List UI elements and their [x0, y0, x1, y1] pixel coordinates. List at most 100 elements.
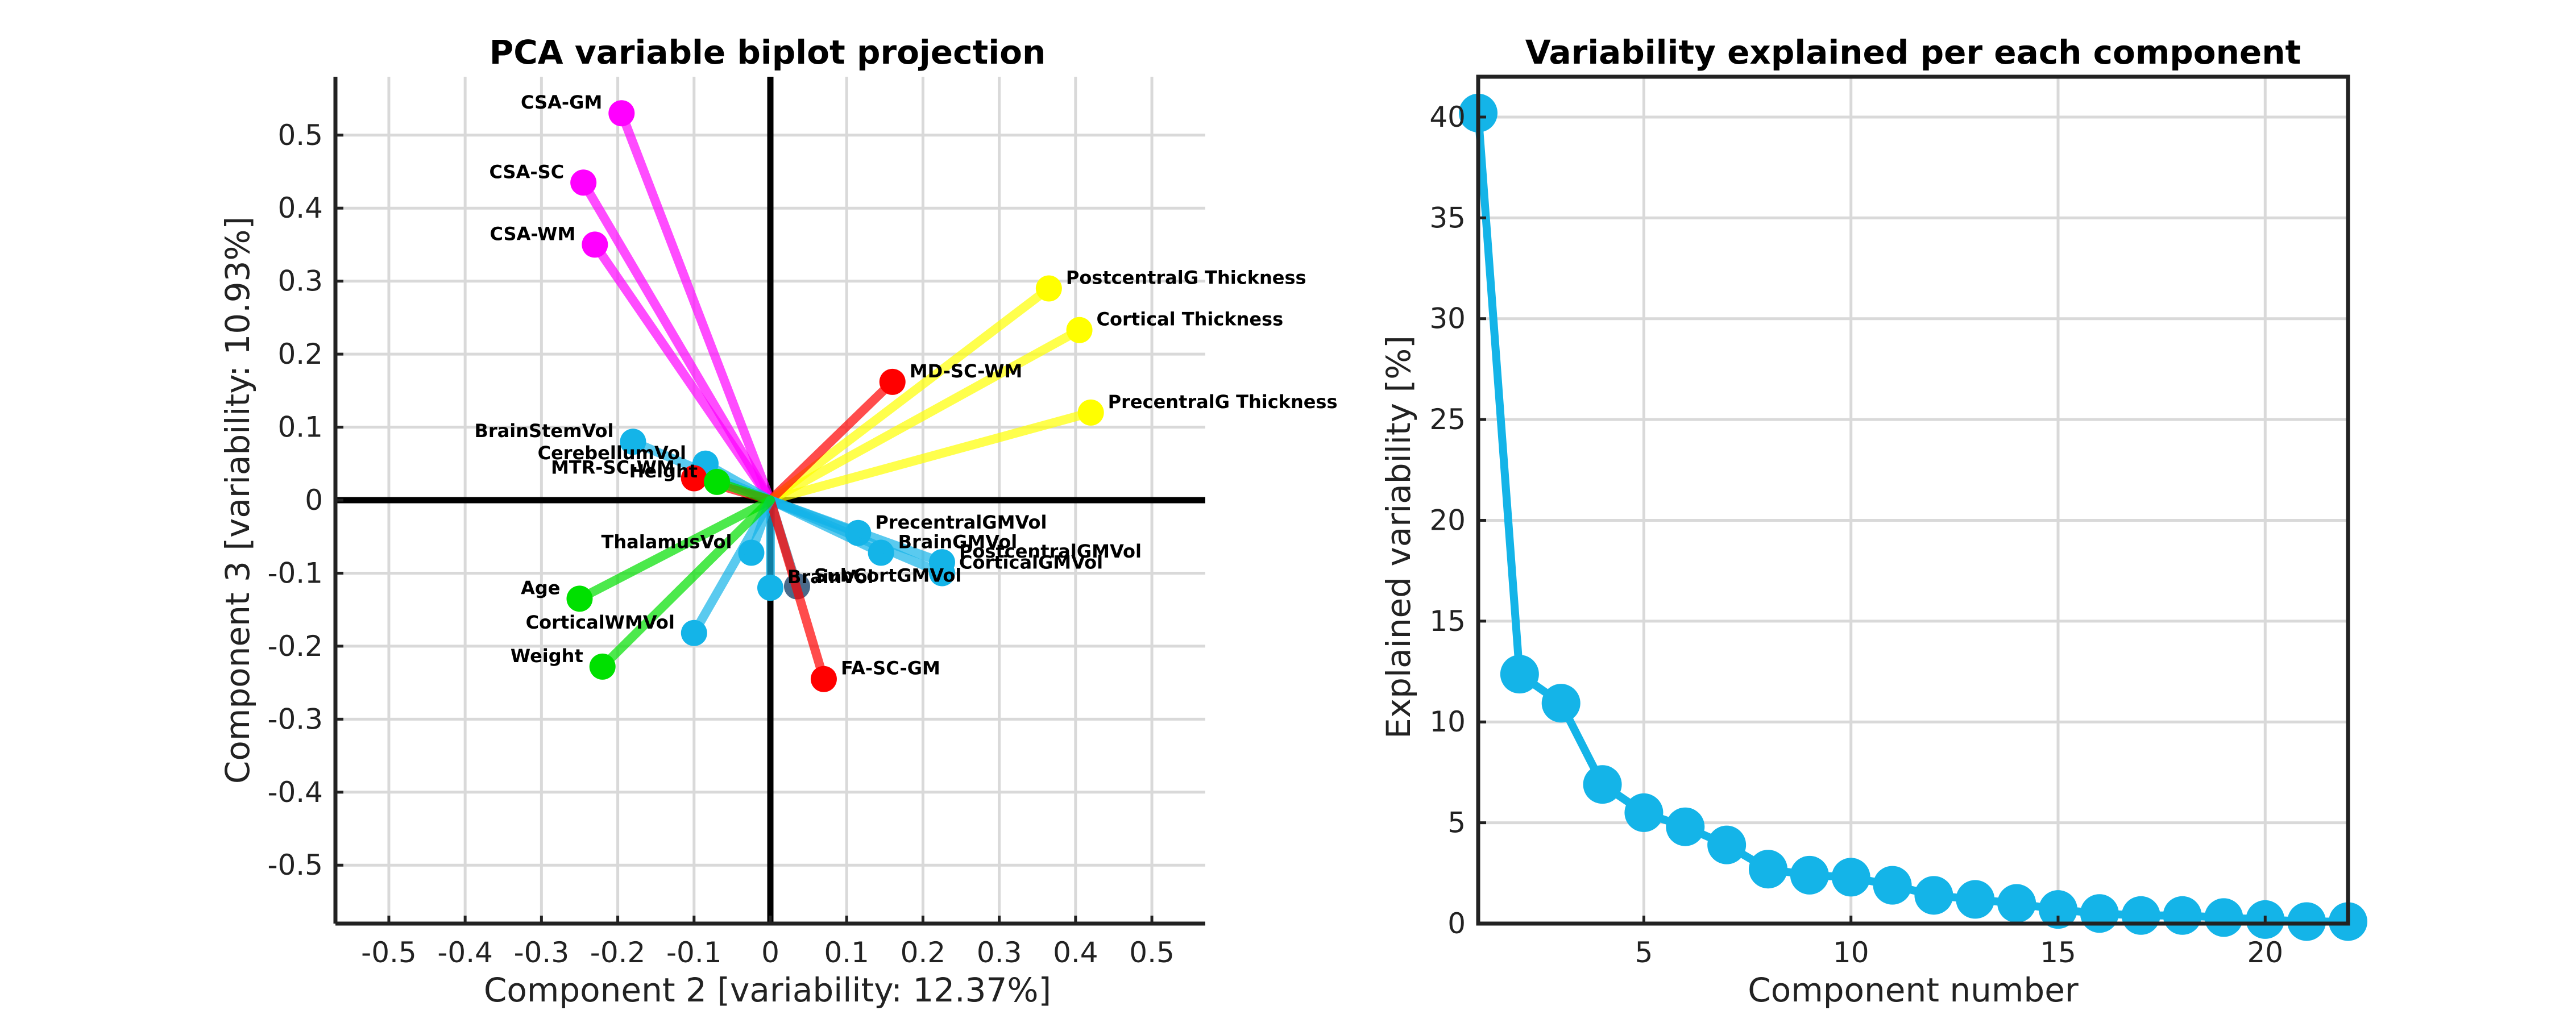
biplot-vector-point	[704, 468, 731, 495]
biplot-x-tick-label: 0.3	[977, 936, 1022, 969]
scree-point	[2287, 902, 2326, 941]
biplot-variable-label: CorticalWMVol	[526, 612, 675, 633]
biplot-x-tick-label: -0.5	[361, 936, 417, 969]
scree-point	[2163, 896, 2202, 935]
biplot-title: PCA variable biplot projection	[490, 33, 1046, 72]
biplot-y-tick-label: 0	[305, 484, 323, 517]
biplot-variable-label: MTR-SC-WM	[551, 456, 675, 478]
biplot-vector-point	[608, 100, 635, 127]
scree-panel: 5 10 15 20 0 5 10 15 20 25 30 35 40 Variability exp…	[1379, 33, 2367, 1009]
biplot-x-tick-label: -0.1	[666, 936, 722, 969]
biplot-vector-point	[681, 620, 707, 646]
scree-series-line	[1474, 113, 2348, 926]
scree-y-tick-label: 0	[1447, 907, 1466, 940]
scree-y-tick-labels: 0 5 10 15 20 25 30 35 40	[1429, 101, 1466, 940]
biplot-variable-label: BrainStemVol	[475, 420, 614, 442]
scree-point	[1749, 850, 1787, 889]
scree-point	[1541, 684, 1581, 723]
biplot-variable-label: Height	[629, 460, 698, 482]
biplot-vectors	[566, 100, 1104, 692]
scree-y-tick-label: 35	[1429, 201, 1466, 234]
biplot-vector-point	[1035, 275, 1062, 302]
scree-point	[1997, 884, 2036, 923]
biplot-axes-frame	[333, 77, 1205, 926]
biplot-vector-line	[766, 284, 1053, 505]
scree-axes-box	[1476, 74, 2350, 926]
biplot-y-tick-label: -0.1	[267, 556, 323, 589]
scree-point	[1583, 765, 1622, 804]
biplot-x-axis-label: Component 2 [variability: 12.37%]	[484, 971, 1051, 1009]
biplot-variable-label: PrecentralGMVol	[875, 512, 1047, 533]
biplot-variable-label: PrecentralG Thickness	[1108, 391, 1338, 413]
scree-point	[1956, 880, 1995, 919]
scree-point	[1707, 825, 1747, 864]
biplot-variable-label: FA-SC-GM	[841, 658, 940, 679]
scree-point	[1500, 655, 1539, 694]
scree-line	[1474, 113, 2348, 926]
biplot-vector-point	[928, 560, 955, 587]
biplot-vector-line	[590, 240, 775, 505]
biplot-variable-label: SubCortGMVol	[814, 565, 961, 587]
biplot-y-tick-label: -0.2	[267, 630, 323, 663]
biplot-vector-point	[589, 653, 616, 680]
biplot-vector-point	[566, 585, 593, 612]
biplot-x-tick-label: 0	[761, 936, 779, 969]
scree-x-tick-labels: 5 10 15 20	[1635, 936, 2284, 969]
scree-x-tick-label: 20	[2247, 936, 2283, 969]
biplot-variable-label: Weight	[511, 645, 583, 667]
scree-y-tick-label: 20	[1429, 504, 1466, 537]
biplot-variable-label: Cortical Thickness	[1097, 309, 1284, 330]
biplot-vector-point	[757, 575, 783, 601]
scree-point	[2121, 896, 2160, 935]
biplot-y-tick-label: 0.5	[277, 119, 323, 152]
biplot-y-tick-label: 0.4	[277, 192, 323, 225]
scree-y-tick-label: 30	[1429, 302, 1466, 335]
scree-point	[1831, 858, 1870, 897]
biplot-variable-label: CSA-SC	[489, 161, 564, 182]
biplot-vector-line	[766, 377, 897, 505]
scree-y-tick-label: 15	[1429, 605, 1466, 638]
biplot-vector-point	[570, 169, 597, 196]
scree-gridlines	[1478, 77, 2348, 925]
scree-axes-frame	[1476, 74, 2350, 926]
biplot-variable-label: CorticalGMVol	[959, 551, 1103, 573]
biplot-x-tick-label: 0.2	[901, 936, 946, 969]
scree-y-tick-label: 25	[1429, 403, 1466, 436]
biplot-variable-label: ThalamusVol	[602, 531, 732, 552]
biplot-vector-line	[766, 408, 1096, 505]
scree-point	[1624, 793, 1664, 832]
scree-point	[1914, 876, 1953, 915]
biplot-vector-line	[766, 496, 828, 684]
scree-x-tick-label: 10	[1833, 936, 1869, 969]
biplot-vector-point	[810, 666, 837, 692]
scree-point	[2080, 894, 2119, 933]
biplot-y-axis-label: Component 3 [variability: 10.93%]	[218, 217, 257, 784]
biplot-y-tick-labels: 0.5 0.4 0.3 0.2 0.1 0 -0.1 -0.2 -0.3 -0.4 -0.5	[267, 119, 323, 882]
scree-x-tick-label: 5	[1635, 936, 1653, 969]
scree-point	[2204, 898, 2243, 937]
biplot-x-tick-labels: -0.5 -0.4 -0.3 -0.2 -0.1 0 0.1 0.2 0.3 0.4 0.5	[361, 936, 1175, 969]
biplot-variable-label: CSA-WM	[490, 223, 575, 244]
biplot-variable-labels: CSA-GM CSA-SC CSA-WM PostcentralG Thickness…	[475, 92, 1338, 679]
biplot-panel: CSA-GM CSA-SC CSA-WM PostcentralG Thickness…	[218, 33, 1338, 1009]
biplot-vector-point	[879, 368, 906, 395]
biplot-vector-line	[617, 109, 775, 505]
biplot-x-tick-label: -0.2	[590, 936, 646, 969]
biplot-x-tick-label: -0.4	[437, 936, 493, 969]
biplot-y-tick-label: -0.5	[267, 849, 323, 882]
biplot-y-tick-label: 0.1	[277, 411, 323, 444]
scree-point	[2039, 890, 2077, 929]
biplot-vector-line	[766, 496, 947, 578]
scree-y-tick-label: 10	[1429, 705, 1466, 738]
scree-x-tick-label: 15	[2040, 936, 2076, 969]
biplot-vector-point	[681, 465, 707, 492]
biplot-x-tick-label: 0.4	[1053, 936, 1098, 969]
biplot-vector-point	[582, 231, 608, 258]
scree-y-axis-label: Explained variability [%]	[1379, 335, 1418, 739]
scree-x-axis-label: Component number	[1748, 971, 2079, 1009]
scree-point	[1790, 855, 1829, 895]
biplot-x-tick-label: -0.3	[514, 936, 570, 969]
biplot-variable-label: MD-SC-WM	[910, 360, 1023, 382]
scree-title: Variability explained per each component	[1525, 33, 2301, 72]
